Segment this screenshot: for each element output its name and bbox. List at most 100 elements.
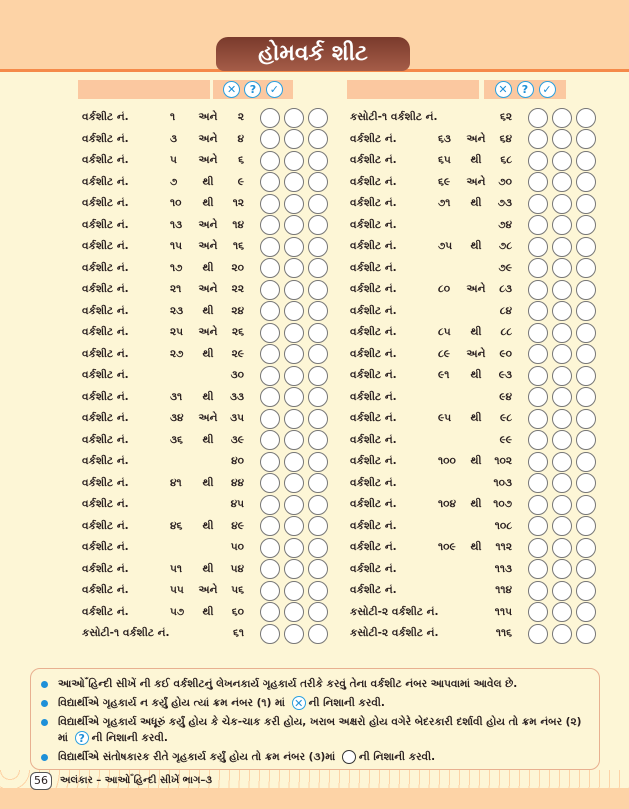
incomplete-circle[interactable] bbox=[552, 365, 572, 386]
incomplete-circle[interactable] bbox=[284, 150, 304, 171]
not-done-circle[interactable] bbox=[260, 193, 280, 214]
done-circle[interactable] bbox=[576, 150, 596, 171]
not-done-circle[interactable] bbox=[260, 537, 280, 558]
done-circle[interactable] bbox=[308, 559, 328, 580]
done-circle[interactable] bbox=[308, 387, 328, 408]
done-circle[interactable] bbox=[576, 430, 596, 451]
done-circle[interactable] bbox=[308, 172, 328, 193]
done-circle[interactable] bbox=[308, 193, 328, 214]
done-circle[interactable] bbox=[576, 279, 596, 300]
not-done-circle[interactable] bbox=[260, 516, 280, 537]
done-circle[interactable] bbox=[576, 516, 596, 537]
done-circle[interactable] bbox=[576, 258, 596, 279]
incomplete-circle[interactable] bbox=[552, 150, 572, 171]
not-done-circle[interactable] bbox=[528, 129, 548, 150]
incomplete-circle[interactable] bbox=[284, 365, 304, 386]
incomplete-circle[interactable] bbox=[284, 623, 304, 644]
done-circle[interactable] bbox=[576, 494, 596, 515]
incomplete-circle[interactable] bbox=[552, 580, 572, 601]
incomplete-circle[interactable] bbox=[284, 559, 304, 580]
not-done-circle[interactable] bbox=[260, 107, 280, 128]
done-circle[interactable] bbox=[308, 107, 328, 128]
incomplete-circle[interactable] bbox=[552, 193, 572, 214]
done-circle[interactable] bbox=[576, 408, 596, 429]
incomplete-circle[interactable] bbox=[552, 258, 572, 279]
done-circle[interactable] bbox=[576, 301, 596, 322]
done-circle[interactable] bbox=[576, 344, 596, 365]
incomplete-circle[interactable] bbox=[284, 236, 304, 257]
not-done-circle[interactable] bbox=[260, 430, 280, 451]
done-circle[interactable] bbox=[308, 494, 328, 515]
incomplete-circle[interactable] bbox=[552, 623, 572, 644]
not-done-circle[interactable] bbox=[260, 451, 280, 472]
done-circle[interactable] bbox=[576, 451, 596, 472]
incomplete-circle[interactable] bbox=[552, 408, 572, 429]
done-circle[interactable] bbox=[576, 580, 596, 601]
incomplete-circle[interactable] bbox=[552, 344, 572, 365]
done-circle[interactable] bbox=[576, 107, 596, 128]
done-circle[interactable] bbox=[308, 258, 328, 279]
not-done-circle[interactable] bbox=[528, 408, 548, 429]
incomplete-circle[interactable] bbox=[552, 602, 572, 623]
done-circle[interactable] bbox=[308, 580, 328, 601]
done-circle[interactable] bbox=[576, 322, 596, 343]
incomplete-circle[interactable] bbox=[284, 279, 304, 300]
not-done-circle[interactable] bbox=[528, 516, 548, 537]
done-circle[interactable] bbox=[308, 516, 328, 537]
incomplete-circle[interactable] bbox=[284, 107, 304, 128]
not-done-circle[interactable] bbox=[260, 559, 280, 580]
done-circle[interactable] bbox=[308, 602, 328, 623]
done-circle[interactable] bbox=[576, 559, 596, 580]
not-done-circle[interactable] bbox=[528, 602, 548, 623]
not-done-circle[interactable] bbox=[528, 322, 548, 343]
not-done-circle[interactable] bbox=[528, 107, 548, 128]
incomplete-circle[interactable] bbox=[552, 387, 572, 408]
done-circle[interactable] bbox=[308, 473, 328, 494]
not-done-circle[interactable] bbox=[528, 580, 548, 601]
not-done-circle[interactable] bbox=[528, 365, 548, 386]
incomplete-circle[interactable] bbox=[552, 129, 572, 150]
not-done-circle[interactable] bbox=[528, 215, 548, 236]
not-done-circle[interactable] bbox=[260, 623, 280, 644]
done-circle[interactable] bbox=[308, 322, 328, 343]
incomplete-circle[interactable] bbox=[284, 602, 304, 623]
not-done-circle[interactable] bbox=[260, 602, 280, 623]
done-circle[interactable] bbox=[576, 602, 596, 623]
done-circle[interactable] bbox=[308, 344, 328, 365]
not-done-circle[interactable] bbox=[528, 150, 548, 171]
done-circle[interactable] bbox=[576, 129, 596, 150]
done-circle[interactable] bbox=[576, 193, 596, 214]
incomplete-circle[interactable] bbox=[552, 215, 572, 236]
incomplete-circle[interactable] bbox=[552, 172, 572, 193]
not-done-circle[interactable] bbox=[528, 172, 548, 193]
incomplete-circle[interactable] bbox=[284, 301, 304, 322]
incomplete-circle[interactable] bbox=[552, 537, 572, 558]
done-circle[interactable] bbox=[576, 236, 596, 257]
done-circle[interactable] bbox=[576, 172, 596, 193]
not-done-circle[interactable] bbox=[260, 129, 280, 150]
not-done-circle[interactable] bbox=[528, 279, 548, 300]
done-circle[interactable] bbox=[576, 215, 596, 236]
done-circle[interactable] bbox=[308, 129, 328, 150]
not-done-circle[interactable] bbox=[528, 301, 548, 322]
not-done-circle[interactable] bbox=[260, 344, 280, 365]
done-circle[interactable] bbox=[308, 301, 328, 322]
not-done-circle[interactable] bbox=[260, 365, 280, 386]
not-done-circle[interactable] bbox=[528, 258, 548, 279]
done-circle[interactable] bbox=[308, 408, 328, 429]
not-done-circle[interactable] bbox=[528, 387, 548, 408]
incomplete-circle[interactable] bbox=[552, 322, 572, 343]
not-done-circle[interactable] bbox=[260, 236, 280, 257]
incomplete-circle[interactable] bbox=[284, 387, 304, 408]
done-circle[interactable] bbox=[308, 430, 328, 451]
not-done-circle[interactable] bbox=[260, 494, 280, 515]
done-circle[interactable] bbox=[308, 537, 328, 558]
done-circle[interactable] bbox=[308, 365, 328, 386]
incomplete-circle[interactable] bbox=[284, 172, 304, 193]
incomplete-circle[interactable] bbox=[284, 473, 304, 494]
not-done-circle[interactable] bbox=[528, 193, 548, 214]
incomplete-circle[interactable] bbox=[284, 451, 304, 472]
incomplete-circle[interactable] bbox=[284, 129, 304, 150]
done-circle[interactable] bbox=[308, 215, 328, 236]
incomplete-circle[interactable] bbox=[284, 537, 304, 558]
